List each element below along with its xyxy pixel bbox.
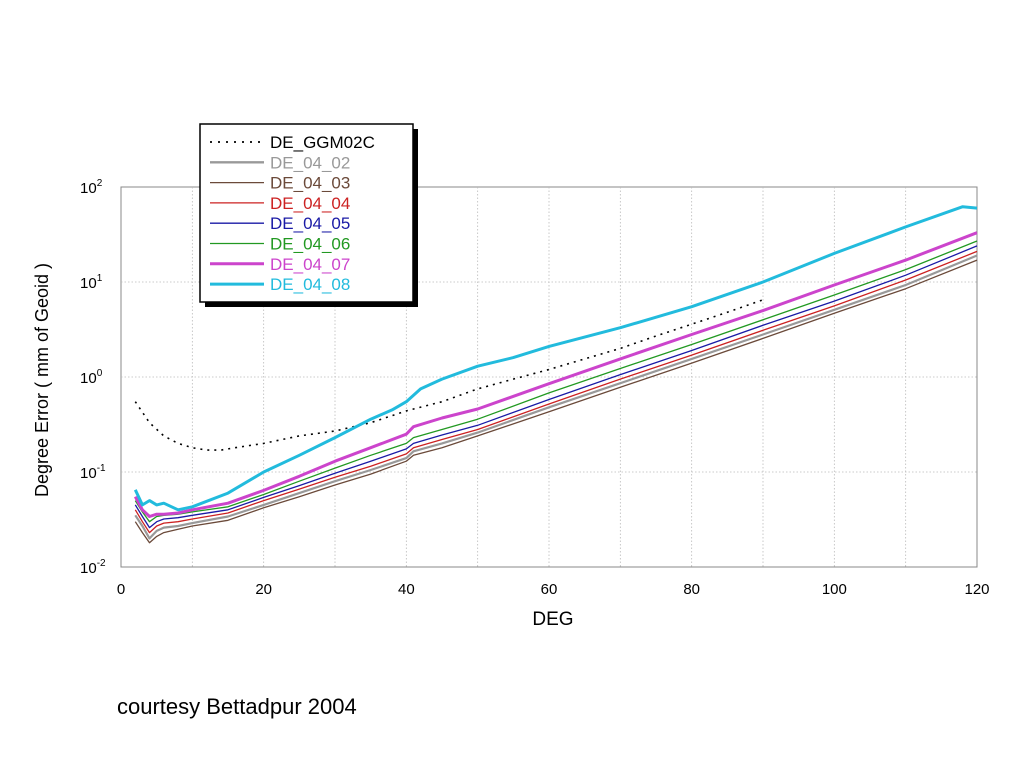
legend-label: DE_04_05 bbox=[270, 214, 350, 233]
caption: courtesy Bettadpur 2004 bbox=[117, 694, 357, 719]
legend-label: DE_04_08 bbox=[270, 275, 350, 294]
legend: DE_GGM02CDE_04_02DE_04_03DE_04_04DE_04_0… bbox=[199, 123, 418, 307]
y-tick-label: 102 bbox=[80, 178, 103, 197]
series-lines bbox=[133, 205, 978, 544]
x-axis-label: DEG bbox=[532, 609, 573, 630]
legend-label: DE_04_04 bbox=[270, 194, 350, 213]
legend-label: DE_04_03 bbox=[270, 174, 350, 193]
y-tick-labels: 102 101 100 10-1 10-2 bbox=[80, 178, 106, 577]
series-line-de-ggm02c bbox=[134, 299, 764, 451]
series-line-de-04-08 bbox=[133, 205, 978, 512]
x-tick-labels: 0 20 40 60 80 100 120 bbox=[117, 581, 990, 598]
legend-label: DE_04_06 bbox=[270, 235, 350, 254]
x-tick-label: 80 bbox=[683, 581, 700, 598]
series-line-de-04-07 bbox=[133, 231, 978, 518]
x-tick-label: 20 bbox=[255, 581, 272, 598]
legend-label: DE_04_02 bbox=[270, 153, 350, 172]
legend-box bbox=[199, 123, 414, 303]
x-tick-label: 40 bbox=[398, 581, 415, 598]
y-tick-label: 10-2 bbox=[80, 558, 106, 577]
legend-label: DE_04_07 bbox=[270, 255, 350, 274]
x-tick-label: 60 bbox=[541, 581, 558, 598]
legend-label: DE_GGM02C bbox=[270, 133, 375, 152]
y-axis-label: Degree Error ( mm of Geoid ) bbox=[32, 263, 52, 497]
series-line-de-04-04 bbox=[134, 250, 978, 534]
y-tick-label: 10-1 bbox=[80, 463, 106, 482]
series-line-de-04-03 bbox=[134, 259, 978, 544]
x-tick-label: 0 bbox=[117, 581, 125, 598]
x-tick-label: 100 bbox=[822, 581, 847, 598]
series-line-de-04-02 bbox=[134, 254, 978, 540]
x-tick-label: 120 bbox=[964, 581, 989, 598]
y-tick-label: 101 bbox=[80, 273, 103, 292]
series-line-de-04-05 bbox=[134, 245, 978, 529]
y-tick-label: 100 bbox=[80, 368, 103, 387]
